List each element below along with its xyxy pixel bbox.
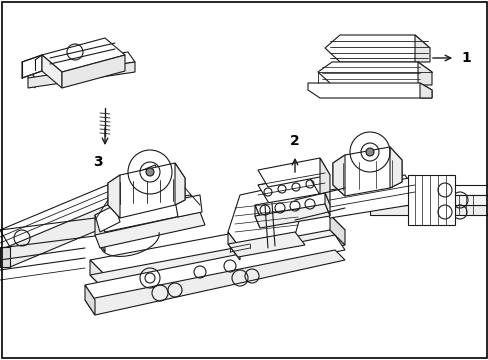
Polygon shape <box>95 205 120 232</box>
Polygon shape <box>369 185 488 195</box>
Polygon shape <box>22 55 42 78</box>
Polygon shape <box>42 38 125 72</box>
Polygon shape <box>325 193 329 216</box>
Polygon shape <box>369 195 488 205</box>
Polygon shape <box>227 232 240 260</box>
Polygon shape <box>254 204 329 228</box>
Circle shape <box>365 148 373 156</box>
Polygon shape <box>62 55 125 88</box>
Polygon shape <box>28 52 135 78</box>
Circle shape <box>146 168 154 176</box>
Polygon shape <box>227 232 305 257</box>
Polygon shape <box>85 235 345 300</box>
Polygon shape <box>254 193 329 217</box>
Polygon shape <box>389 147 401 188</box>
Polygon shape <box>108 175 120 218</box>
Polygon shape <box>332 147 401 196</box>
Polygon shape <box>108 163 184 218</box>
Polygon shape <box>175 163 184 205</box>
Polygon shape <box>0 247 10 267</box>
Polygon shape <box>85 250 345 315</box>
Polygon shape <box>28 62 135 88</box>
Polygon shape <box>317 62 431 85</box>
Polygon shape <box>329 215 345 245</box>
Polygon shape <box>28 68 35 88</box>
Polygon shape <box>0 165 164 247</box>
Polygon shape <box>42 55 62 88</box>
Polygon shape <box>407 175 454 225</box>
Text: 3: 3 <box>93 155 102 169</box>
Polygon shape <box>325 35 429 62</box>
Polygon shape <box>85 285 95 315</box>
Polygon shape <box>254 205 260 228</box>
Text: 2: 2 <box>289 134 299 148</box>
Polygon shape <box>95 212 204 248</box>
Polygon shape <box>175 195 202 217</box>
Polygon shape <box>258 175 319 205</box>
Polygon shape <box>417 62 431 85</box>
Polygon shape <box>90 260 105 290</box>
Polygon shape <box>369 205 488 215</box>
Polygon shape <box>339 175 414 200</box>
Text: 1: 1 <box>460 51 470 65</box>
Polygon shape <box>307 83 431 98</box>
Polygon shape <box>321 178 417 218</box>
Polygon shape <box>95 215 105 252</box>
Polygon shape <box>419 83 431 98</box>
Polygon shape <box>414 35 429 62</box>
Polygon shape <box>319 158 329 205</box>
Polygon shape <box>90 215 345 275</box>
Polygon shape <box>0 185 164 267</box>
Polygon shape <box>227 183 305 248</box>
Polygon shape <box>332 155 345 196</box>
Polygon shape <box>95 195 200 232</box>
Polygon shape <box>90 230 345 290</box>
Polygon shape <box>339 185 349 215</box>
Polygon shape <box>258 158 329 187</box>
